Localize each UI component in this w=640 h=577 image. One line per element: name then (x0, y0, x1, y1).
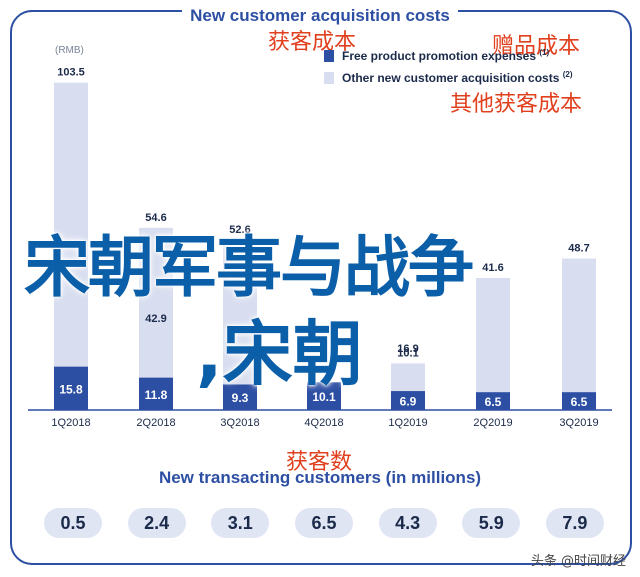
bar-other (562, 258, 596, 393)
bar-free (562, 392, 596, 410)
customer-pill: 4.3 (378, 508, 437, 538)
customer-pill: 5.9 (462, 508, 521, 538)
customer-pill: 2.4 (127, 508, 186, 538)
bar-free (391, 391, 425, 410)
cn-label-other-cost: 其他获客成本 (450, 92, 583, 117)
customers-row: 0.5 2.4 3.1 6.5 4.3 5.9 7.9 (44, 508, 604, 538)
chart-title: New customer acquisition costs (0, 6, 640, 26)
legend-free-text: Free product promotion expenses (342, 49, 537, 63)
bar-other (476, 278, 510, 393)
overlay-title-line1: 宋朝军事与战争 (24, 229, 474, 306)
data-label-free: 9.3 (232, 391, 249, 405)
legend-label-other: Other new customer acquisition costs (2) (342, 70, 573, 85)
data-label-total: 10.1 (397, 347, 418, 359)
x-tick-label: 2Q2018 (136, 417, 175, 429)
chart-frame (10, 10, 632, 565)
bar-free (476, 392, 510, 410)
legend-swatch-other (324, 72, 334, 84)
x-tick-label: 3Q2018 (220, 417, 259, 429)
data-label-free: 11.8 (145, 388, 168, 402)
bar-free (223, 384, 257, 410)
unit-label: (RMB) (55, 45, 84, 56)
legend-other-sup: (2) (562, 70, 573, 79)
customer-pill: 3.1 (211, 508, 270, 538)
watermark: 头条 @时间财经 (530, 554, 626, 569)
data-label-free: 15.8 (59, 382, 83, 396)
bar-other (139, 227, 173, 378)
customer-pill: 7.9 (545, 508, 604, 538)
customer-pill: 0.5 (44, 508, 102, 538)
data-label-total: 41.6 (482, 262, 503, 274)
x-tick-label: 1Q2018 (51, 417, 90, 429)
customers-title: New transacting customers (in millions) (158, 468, 482, 487)
cn-label-gift-cost: 赠品成本 (492, 34, 581, 59)
cn-label-customers: 获客数 (286, 450, 353, 475)
data-label-free: 6.9 (400, 395, 417, 409)
bar-free (54, 366, 88, 410)
data-label-free: 10.1 (312, 390, 336, 404)
bar-free (307, 382, 341, 410)
data-label-extra: 42.9 (145, 313, 166, 325)
data-label-extra: 16.9 (397, 343, 418, 355)
x-tick-label: 3Q2019 (559, 417, 598, 429)
overlay-title-line2: ,宋朝 (196, 313, 363, 395)
data-label-total: 103.5 (57, 67, 85, 79)
legend-free-sup: (1) (539, 48, 550, 57)
customer-pill: 6.5 (294, 508, 353, 538)
bar-other (54, 82, 88, 367)
bar-free (139, 377, 173, 410)
legend-label-free: Free product promotion expenses (1) (342, 48, 549, 63)
chart-title-text: New customer acquisition costs (182, 6, 458, 25)
data-label-total: 48.7 (568, 243, 589, 255)
data-label-total: 54.6 (145, 212, 166, 224)
legend-swatch-free (324, 50, 334, 62)
bar-other (391, 363, 425, 392)
cn-label-acq-cost: 获客成本 (268, 30, 357, 55)
legend-other-text: Other new customer acquisition costs (342, 71, 560, 85)
data-label-free: 6.5 (571, 395, 588, 409)
x-tick-label: 1Q2019 (388, 417, 427, 429)
bar-other (223, 240, 257, 385)
data-label-total: 52.6 (229, 224, 250, 236)
data-label-free: 6.5 (485, 395, 502, 409)
x-tick-label: 4Q2018 (304, 417, 343, 429)
x-tick-label: 2Q2019 (473, 417, 512, 429)
